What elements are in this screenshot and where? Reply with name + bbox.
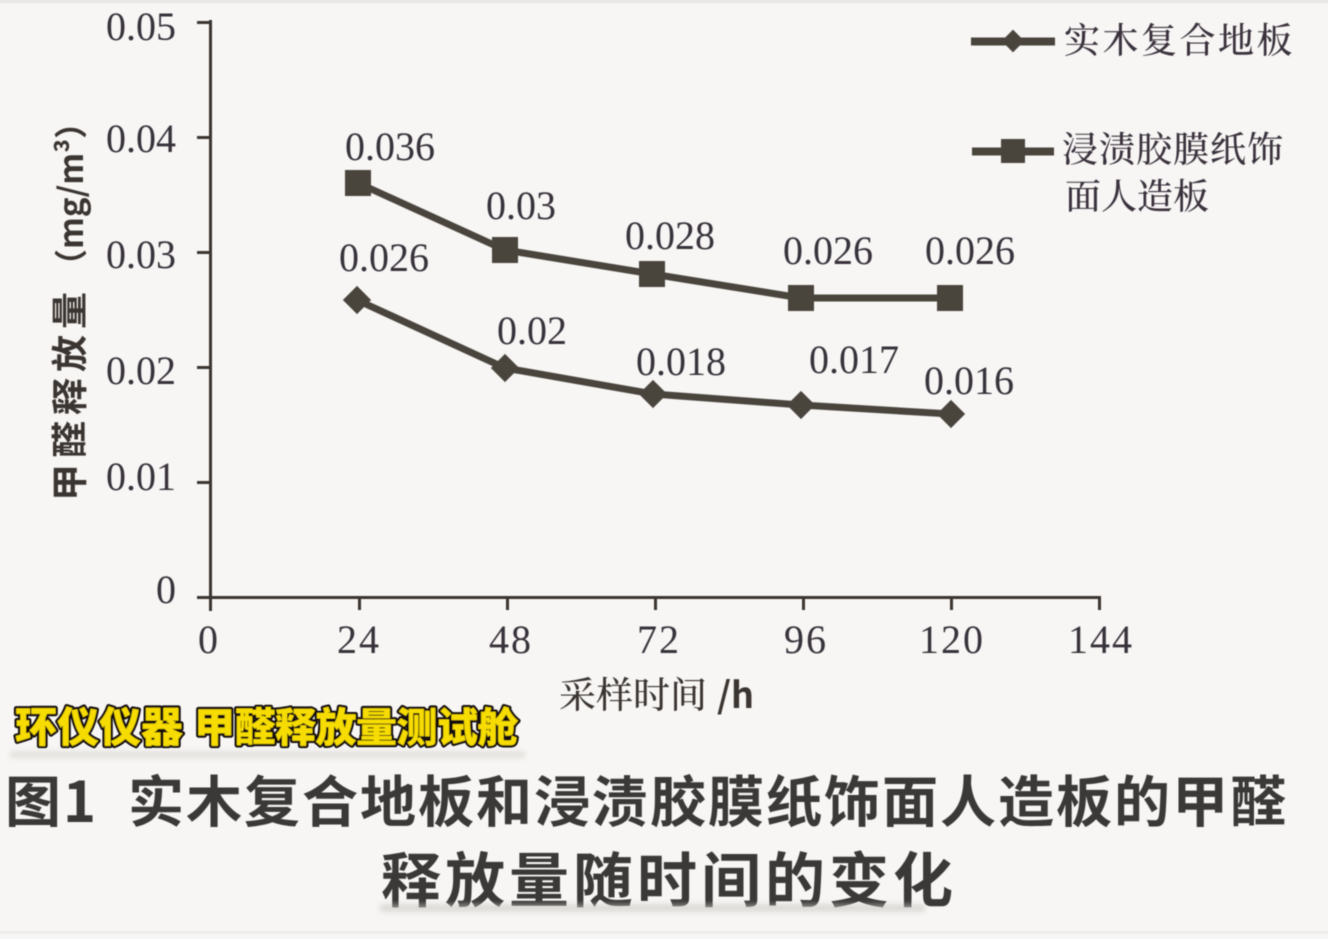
- svg-text:0.016: 0.016: [924, 358, 1014, 403]
- svg-text:0.03: 0.03: [106, 232, 176, 277]
- svg-text:0.028: 0.028: [625, 213, 715, 258]
- svg-text:0.03: 0.03: [486, 183, 556, 228]
- svg-text:24: 24: [337, 617, 381, 662]
- svg-text:144: 144: [1068, 617, 1134, 662]
- svg-text:0.02: 0.02: [106, 348, 176, 393]
- svg-text:0.036: 0.036: [345, 124, 435, 169]
- svg-text:72: 72: [637, 617, 681, 662]
- svg-text:0.026: 0.026: [783, 228, 873, 273]
- svg-text:120: 120: [919, 617, 985, 662]
- svg-text:0.018: 0.018: [636, 339, 726, 384]
- svg-text:48: 48: [489, 617, 533, 662]
- svg-text:96: 96: [784, 617, 828, 662]
- svg-text:0: 0: [198, 617, 220, 662]
- svg-text:0.026: 0.026: [925, 228, 1015, 273]
- svg-text:0.05: 0.05: [106, 4, 176, 49]
- svg-text:0: 0: [156, 567, 176, 612]
- svg-text:0.01: 0.01: [106, 454, 176, 499]
- svg-text:0.02: 0.02: [497, 308, 567, 353]
- svg-text:0.04: 0.04: [106, 116, 176, 161]
- svg-text:0.026: 0.026: [339, 235, 429, 280]
- svg-text:0.017: 0.017: [809, 337, 899, 382]
